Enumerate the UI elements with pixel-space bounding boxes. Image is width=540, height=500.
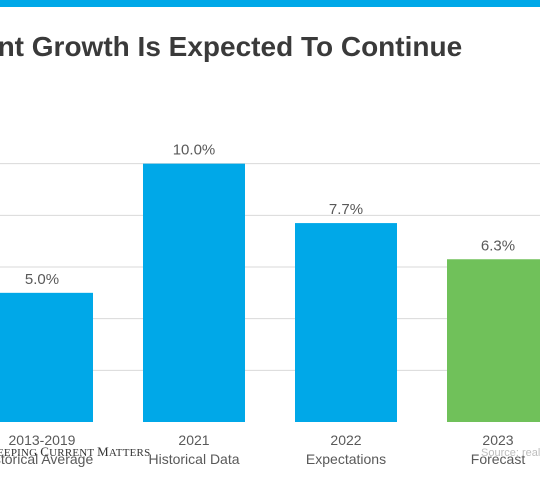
source-note: Source: real bbox=[481, 447, 540, 459]
value-label-2: 7.7% bbox=[329, 201, 363, 218]
category-label-1-0: 2021 bbox=[178, 432, 209, 448]
bars bbox=[0, 163, 540, 422]
bar-0 bbox=[0, 292, 93, 422]
value-label-3: 6.3% bbox=[481, 237, 515, 254]
bar-3 bbox=[447, 259, 540, 422]
category-label-3-0: 2023 bbox=[482, 432, 513, 448]
category-labels: 2013-2019 istorical Average 2021 Historical… bbox=[0, 432, 525, 467]
category-label-3-1: Forecast bbox=[471, 451, 526, 467]
category-label-0-0: 2013-2019 bbox=[9, 432, 76, 448]
value-label-0: 5.0% bbox=[25, 271, 59, 288]
category-label-2-1: Expectations bbox=[306, 451, 386, 467]
bar-2 bbox=[295, 223, 397, 422]
bar-1 bbox=[143, 163, 245, 422]
value-label-1: 10.0% bbox=[173, 142, 216, 159]
chart-title: ent Growth Is Expected To Continue bbox=[0, 31, 463, 62]
category-label-1-1: Historical Data bbox=[148, 451, 239, 467]
category-label-2-0: 2022 bbox=[330, 432, 361, 448]
category-label-0-1: istorical Average bbox=[0, 451, 93, 467]
top-accent-bar bbox=[0, 0, 540, 7]
value-labels: 5.0% 10.0% 7.7% 6.3% bbox=[25, 142, 515, 288]
brand-logo-text: EEPING CURRENT MATTERS bbox=[0, 444, 151, 459]
